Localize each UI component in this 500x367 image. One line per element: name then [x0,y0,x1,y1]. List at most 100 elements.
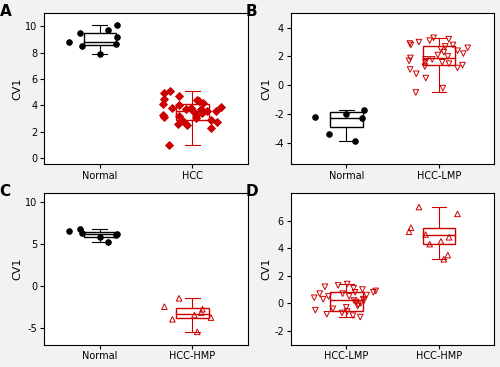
Point [194,329,202,335]
Point [460,51,468,57]
Point [198,110,206,116]
Point [430,35,438,41]
Point [358,287,366,292]
Point [445,61,453,66]
Point [439,85,447,91]
Point [342,305,350,310]
Point [422,59,430,65]
Bar [84,232,116,237]
Point [354,302,362,308]
Point [166,142,173,148]
Point [218,104,226,110]
Point [352,299,360,305]
Bar [176,308,208,319]
Point [407,42,415,48]
Point [434,52,442,58]
Point [175,295,183,301]
Point [114,231,122,237]
Bar [330,292,362,311]
Point [449,42,457,48]
Point [422,57,430,62]
Point [112,22,120,28]
Point [428,57,436,62]
Point [198,100,206,106]
Point [207,125,215,131]
Point [454,211,462,217]
Point [444,54,452,59]
Point [212,108,220,113]
Point [464,45,472,51]
Point [192,113,200,119]
Point [360,107,368,113]
Point [198,106,205,112]
Text: B: B [246,4,258,19]
Point [194,98,202,104]
Point [412,71,420,77]
Point [356,300,364,306]
Point [426,38,434,44]
Point [406,66,414,72]
Point [312,307,320,313]
Point [114,34,122,40]
Point [202,108,210,113]
Point [454,65,462,71]
Point [421,63,429,69]
Point [168,105,176,111]
Bar [176,104,208,120]
Point [207,117,215,123]
Point [323,311,331,317]
Point [324,131,332,137]
Point [356,314,364,320]
Point [406,55,414,61]
Point [188,105,196,111]
Point [351,138,359,144]
Point [334,283,342,288]
Point [174,121,182,127]
Point [422,75,430,81]
Point [65,39,73,45]
Point [96,234,104,240]
Point [175,113,183,119]
Point [158,112,166,117]
Point [407,225,415,230]
Point [445,235,453,240]
Point [198,310,205,316]
Point [415,39,423,45]
Point [160,91,168,97]
Point [370,289,378,295]
Bar [330,112,362,127]
Point [160,101,168,107]
Point [65,228,73,234]
Y-axis label: CV1: CV1 [12,78,22,100]
Point [445,36,453,42]
Point [359,296,367,302]
Point [372,288,380,294]
Point [440,49,448,55]
Point [362,292,370,298]
Point [358,116,366,121]
Point [441,43,449,49]
Point [194,97,202,103]
Point [190,109,198,115]
Point [444,252,452,258]
Point [342,111,350,117]
Point [190,312,198,318]
Point [354,303,362,309]
Bar [422,228,455,244]
Text: A: A [0,4,12,19]
Point [329,306,337,312]
Point [343,281,351,287]
Point [349,313,357,319]
Point [343,309,351,315]
Point [405,58,413,64]
Point [319,296,327,302]
Point [321,284,329,290]
Point [360,298,368,304]
Point [324,294,332,299]
Point [350,285,358,291]
Point [78,43,86,49]
Point [166,88,174,94]
Point [160,304,168,310]
Point [176,102,184,108]
Point [437,239,445,244]
